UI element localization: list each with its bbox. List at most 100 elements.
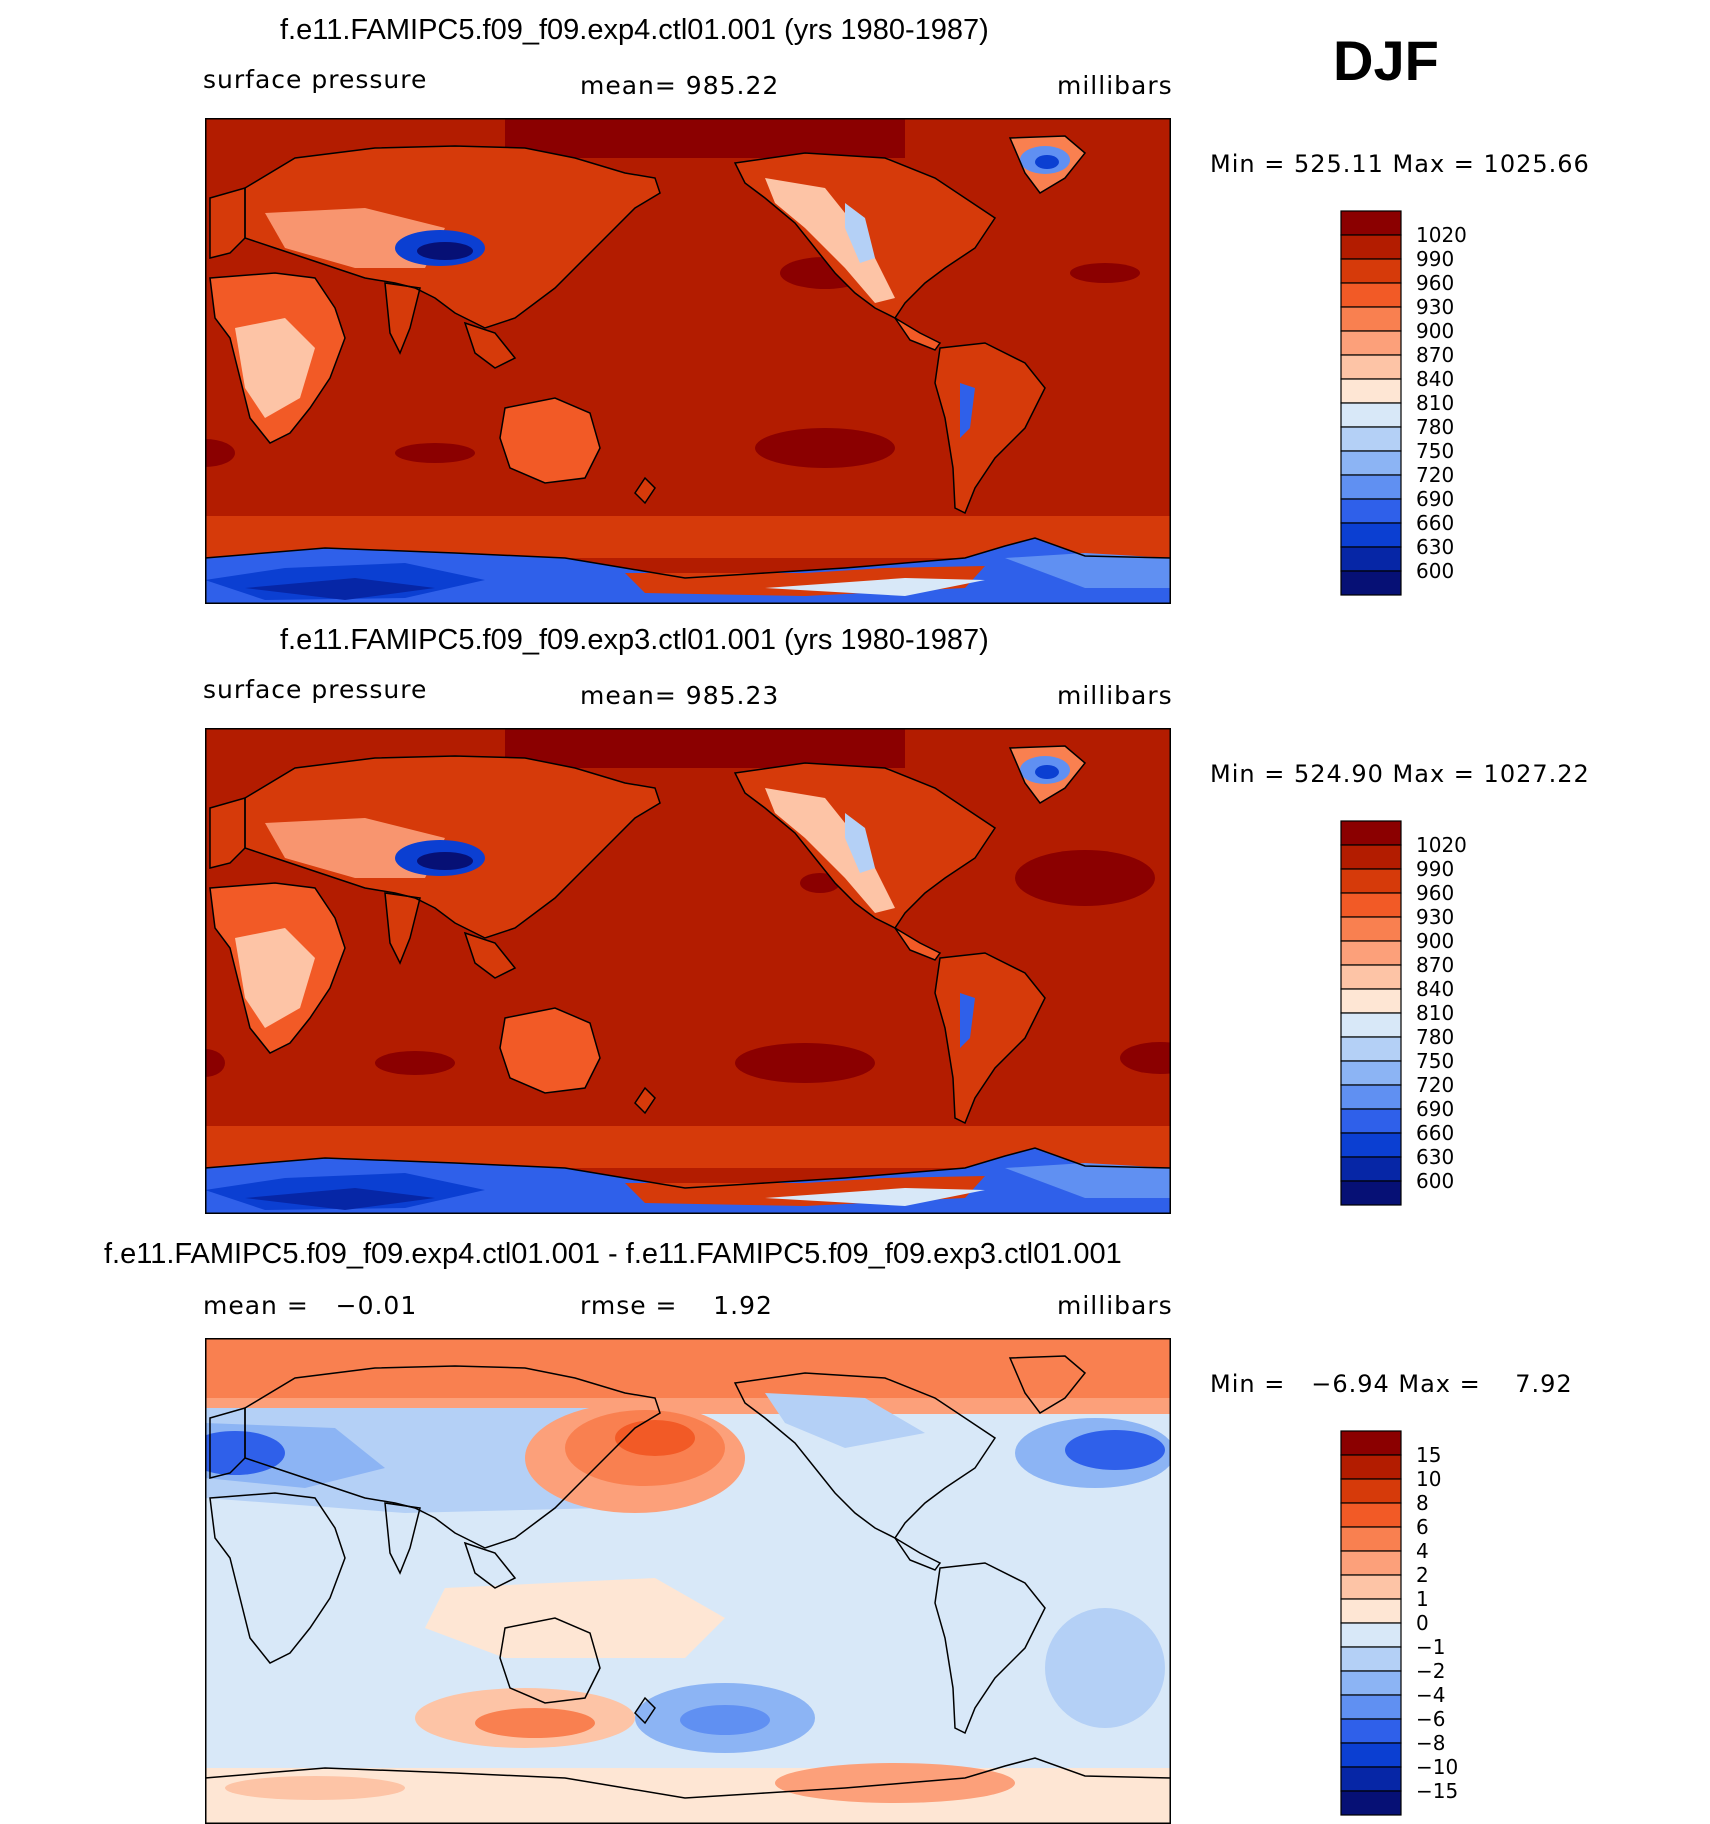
colorbar-tick-label: 720 [1416,463,1454,487]
colorbar-box [1340,1646,1402,1672]
colorbar-box [1340,1012,1402,1038]
colorbar-tick-label: −2 [1416,1659,1445,1683]
panel-2-mean-label: mean= 985.23 [580,681,780,710]
colorbar-box [1340,1060,1402,1086]
colorbar-tick-label: 750 [1416,439,1454,463]
colorbar-box [1340,1036,1402,1062]
colorbar-box [1340,1574,1402,1600]
colorbar-box [1340,1670,1402,1696]
colorbar-box [1340,450,1402,476]
colorbar-tick-label: 630 [1416,535,1454,559]
colorbar-box [1340,1766,1402,1792]
difference-map-svg [205,1338,1171,1824]
colorbar-tick-label: 690 [1416,487,1454,511]
colorbar-tick-label: −10 [1416,1755,1458,1779]
colorbar-box [1340,306,1402,332]
panel-3-mean-label: mean = −0.01 [203,1291,418,1320]
colorbar-tick-label: 990 [1416,857,1454,881]
colorbar-box [1340,844,1402,870]
colorbar-box [1340,1718,1402,1744]
colorbar-tick-label: 1 [1416,1587,1429,1611]
colorbar-box [1340,1156,1402,1182]
panel-1-mean-label: mean= 985.22 [580,71,780,100]
colorbar-box [1340,498,1402,524]
colorbar-box [1340,1742,1402,1768]
colorbar-tick-label: 780 [1416,415,1454,439]
panel-3-map [205,1338,1171,1824]
colorbar-box [1340,1108,1402,1134]
panel-1-colorbar: 1020 990 960 930 900 870 840 810 780 750 720 690 660… [1340,210,1490,601]
colorbar-tick-label: 690 [1416,1097,1454,1121]
colorbar-box [1340,1550,1402,1576]
panel-3-units-label: millibars [1057,1291,1173,1320]
colorbar-tick-label: 750 [1416,1049,1454,1073]
panel-3-colorbar: 15 10 8 6 4 2 1 0 −1 −2 −4 −6 −8 −10 −15 [1340,1430,1490,1821]
colorbar-box [1340,378,1402,404]
panel-2-variable-label: surface pressure [203,675,428,704]
colorbar-tick-label: 900 [1416,319,1454,343]
colorbar-box [1340,868,1402,894]
colorbar-box [1340,210,1402,236]
colorbar-box [1340,964,1402,990]
colorbar-tick-label: 780 [1416,1025,1454,1049]
colorbar-tick-label: 960 [1416,271,1454,295]
colorbar-tick-label: 1020 [1416,223,1467,247]
colorbar-box [1340,1502,1402,1528]
colorbar-tick-label: 930 [1416,295,1454,319]
colorbar-box [1340,1180,1402,1206]
colorbar-box [1340,522,1402,548]
colorbar-tick-label: −6 [1416,1707,1445,1731]
panel-3-rmse-label: rmse = 1.92 [580,1291,773,1320]
colorbar-box [1340,474,1402,500]
colorbar-tick-label: 930 [1416,905,1454,929]
colorbar-box [1340,1526,1402,1552]
colorbar-box [1340,570,1402,596]
colorbar-tick-label: 660 [1416,1121,1454,1145]
panel-3-title: f.e11.FAMIPC5.f09_f09.exp4.ctl01.001 - f… [104,1238,1122,1270]
colorbar-tick-label: −4 [1416,1683,1445,1707]
colorbar-1-svg: 1020990960930900870840810780750720690660… [1340,210,1467,596]
colorbar-tick-label: 0 [1416,1611,1429,1635]
colorbar-tick-label: 1020 [1416,833,1467,857]
colorbar-box [1340,1622,1402,1648]
colorbar-tick-label: 6 [1416,1515,1429,1539]
colorbar-box [1340,1084,1402,1110]
colorbar-tick-label: 600 [1416,559,1454,583]
colorbar-box [1340,1790,1402,1816]
colorbar-box [1340,1694,1402,1720]
colorbar-tick-label: 960 [1416,881,1454,905]
colorbar-box [1340,1430,1402,1456]
colorbar-box [1340,330,1402,356]
panel-2-minmax: Min = 524.90 Max = 1027.22 [1210,760,1590,788]
colorbar-box [1340,940,1402,966]
colorbar-tick-label: 810 [1416,1001,1454,1025]
colorbar-tick-label: 720 [1416,1073,1454,1097]
colorbar-tick-label: 810 [1416,391,1454,415]
season-label: DJF [1333,29,1439,92]
colorbar-box [1340,1478,1402,1504]
colorbar-tick-label: 870 [1416,953,1454,977]
colorbar-box [1340,916,1402,942]
colorbar-tick-label: 15 [1416,1443,1441,1467]
panel-1-minmax: Min = 525.11 Max = 1025.66 [1210,150,1590,178]
pressure-map-svg [205,118,1171,604]
panel-2-units-label: millibars [1057,681,1173,710]
colorbar-tick-label: 2 [1416,1563,1429,1587]
colorbar-box [1340,354,1402,380]
colorbar-box [1340,1598,1402,1624]
colorbar-box [1340,234,1402,260]
colorbar-box [1340,892,1402,918]
panel-1-variable-label: surface pressure [203,65,428,94]
colorbar-tick-label: 4 [1416,1539,1429,1563]
colorbar-tick-label: 870 [1416,343,1454,367]
colorbar-tick-label: −8 [1416,1731,1445,1755]
panel-2-colorbar: 1020 990 960 930 900 870 840 810 780 750 720 690 660… [1340,820,1490,1211]
colorbar-tick-label: 10 [1416,1467,1441,1491]
panel-1-title: f.e11.FAMIPC5.f09_f09.exp4.ctl01.001 (yr… [280,14,989,46]
colorbar-box [1340,282,1402,308]
colorbar-tick-label: 990 [1416,247,1454,271]
panel-1-units-label: millibars [1057,71,1173,100]
colorbar-box [1340,426,1402,452]
colorbar-tick-label: 840 [1416,367,1454,391]
